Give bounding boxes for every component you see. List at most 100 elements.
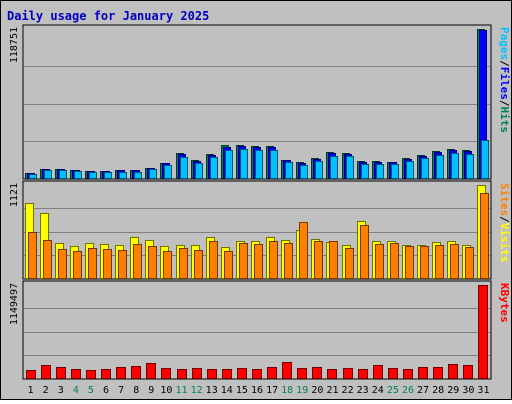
bar-sites-day-29 bbox=[450, 244, 459, 279]
bar-sites-day-25 bbox=[390, 243, 399, 279]
x-tick-day-6: 6 bbox=[103, 385, 109, 396]
x-tick-day-23: 23 bbox=[357, 385, 369, 396]
x-tick-day-14: 14 bbox=[221, 385, 233, 396]
bar-kbytes-day-17 bbox=[267, 367, 277, 379]
bar-pages-day-31 bbox=[481, 140, 489, 179]
bar-kbytes-day-29 bbox=[448, 364, 458, 379]
legend-separator: / bbox=[498, 60, 511, 67]
bar-pages-day-14 bbox=[225, 150, 233, 179]
bar-sites-day-2 bbox=[43, 240, 52, 279]
x-tick-day-15: 15 bbox=[236, 385, 248, 396]
bar-pages-day-22 bbox=[346, 156, 354, 179]
bar-kbytes-day-24 bbox=[373, 365, 383, 379]
bar-kbytes-day-8 bbox=[131, 366, 141, 379]
bar-sites-day-4 bbox=[73, 251, 82, 279]
legend-separator: / bbox=[498, 100, 511, 107]
bar-pages-day-9 bbox=[149, 169, 157, 179]
bar-sites-day-27 bbox=[420, 246, 429, 279]
x-tick-day-5: 5 bbox=[88, 385, 94, 396]
bar-pages-day-7 bbox=[119, 172, 127, 179]
bar-sites-day-9 bbox=[148, 246, 157, 279]
bar-kbytes-day-1 bbox=[26, 370, 36, 379]
bar-pages-day-29 bbox=[451, 153, 459, 179]
legend-separator: / bbox=[498, 216, 511, 223]
bar-kbytes-day-21 bbox=[327, 369, 337, 379]
bar-sites-day-3 bbox=[58, 249, 67, 279]
bar-sites-day-26 bbox=[405, 246, 414, 279]
series-legend: Pages/Files/Hits bbox=[498, 27, 511, 133]
bar-pages-day-6 bbox=[104, 172, 112, 179]
y-max-label: 118751 bbox=[9, 27, 20, 63]
bar-sites-day-6 bbox=[103, 249, 112, 279]
x-tick-day-2: 2 bbox=[43, 385, 49, 396]
bar-pages-day-16 bbox=[255, 150, 263, 179]
bar-kbytes-day-23 bbox=[358, 369, 368, 379]
bar-pages-day-28 bbox=[436, 155, 444, 179]
bar-pages-day-30 bbox=[466, 154, 474, 179]
bar-pages-day-8 bbox=[134, 172, 142, 179]
bar-kbytes-day-26 bbox=[403, 369, 413, 379]
bar-pages-day-27 bbox=[421, 158, 429, 179]
panel-hits-files-pages: 118751 Pages/Files/Hits bbox=[9, 24, 511, 180]
bar-pages-day-18 bbox=[285, 162, 293, 179]
x-tick-day-16: 16 bbox=[251, 385, 263, 396]
x-tick-day-30: 30 bbox=[462, 385, 474, 396]
bar-kbytes-day-9 bbox=[146, 363, 156, 379]
bar-sites-day-21 bbox=[329, 241, 338, 279]
panel-visits-sites: 1121 Sites/Visits bbox=[9, 180, 511, 280]
bar-pages-day-20 bbox=[315, 161, 323, 179]
bar-kbytes-day-30 bbox=[463, 365, 473, 379]
bar-kbytes-day-14 bbox=[222, 369, 232, 379]
bar-pages-day-15 bbox=[240, 149, 248, 179]
bar-sites-day-19 bbox=[299, 222, 308, 279]
bar-pages-day-26 bbox=[406, 161, 414, 179]
bar-pages-day-19 bbox=[300, 165, 308, 179]
bar-sites-day-18 bbox=[284, 243, 293, 279]
x-tick-day-19: 19 bbox=[296, 385, 308, 396]
x-tick-day-24: 24 bbox=[372, 385, 384, 396]
series-legend: Sites/Visits bbox=[498, 183, 511, 263]
bar-kbytes-day-12 bbox=[192, 368, 202, 379]
legend-visits: Visits bbox=[498, 223, 511, 263]
bar-kbytes-day-13 bbox=[207, 369, 217, 379]
bar-pages-day-2 bbox=[44, 170, 52, 179]
legend-kbytes: KBytes bbox=[498, 283, 511, 323]
bar-kbytes-day-20 bbox=[312, 367, 322, 379]
x-tick-day-17: 17 bbox=[266, 385, 278, 396]
bar-sites-day-14 bbox=[224, 251, 233, 279]
bar-sites-day-11 bbox=[179, 248, 188, 279]
bar-sites-day-5 bbox=[88, 248, 97, 279]
x-tick-day-18: 18 bbox=[281, 385, 293, 396]
bar-pages-day-11 bbox=[180, 157, 188, 179]
panel-border bbox=[22, 280, 492, 380]
bar-kbytes-day-16 bbox=[252, 369, 262, 379]
bar-pages-day-24 bbox=[376, 164, 384, 179]
bar-kbytes-day-15 bbox=[237, 368, 247, 379]
x-tick-day-31: 31 bbox=[477, 385, 489, 396]
bar-kbytes-day-10 bbox=[161, 368, 171, 379]
x-tick-day-28: 28 bbox=[432, 385, 444, 396]
bar-sites-day-1 bbox=[28, 232, 37, 279]
bar-kbytes-day-3 bbox=[56, 367, 66, 379]
legend-hits: Hits bbox=[498, 107, 511, 134]
bar-pages-day-23 bbox=[361, 164, 369, 179]
series-legend: KBytes bbox=[498, 283, 511, 323]
y-max-label: 1121 bbox=[9, 183, 20, 207]
x-tick-day-29: 29 bbox=[447, 385, 459, 396]
bar-kbytes-day-6 bbox=[101, 369, 111, 379]
x-tick-day-1: 1 bbox=[28, 385, 34, 396]
x-tick-day-7: 7 bbox=[118, 385, 124, 396]
bar-sites-day-7 bbox=[118, 250, 127, 279]
x-tick-day-4: 4 bbox=[73, 385, 79, 396]
bar-pages-day-17 bbox=[270, 150, 278, 179]
bar-kbytes-day-5 bbox=[86, 370, 96, 379]
x-tick-day-22: 22 bbox=[342, 385, 354, 396]
x-tick-day-8: 8 bbox=[133, 385, 139, 396]
bar-sites-day-13 bbox=[209, 241, 218, 279]
bar-kbytes-day-31 bbox=[478, 285, 488, 379]
legend-sites: Sites bbox=[498, 183, 511, 216]
bar-pages-day-3 bbox=[59, 170, 67, 179]
bar-pages-day-12 bbox=[195, 163, 203, 179]
bar-sites-day-24 bbox=[375, 244, 384, 279]
